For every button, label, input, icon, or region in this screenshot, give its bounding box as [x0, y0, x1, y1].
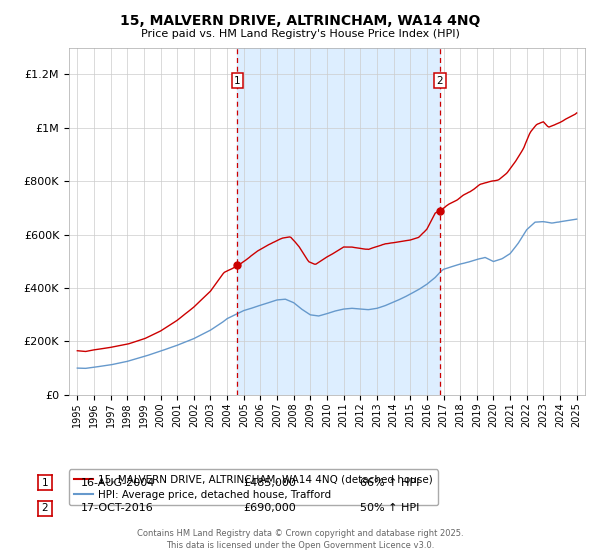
- Text: Price paid vs. HM Land Registry's House Price Index (HPI): Price paid vs. HM Land Registry's House …: [140, 29, 460, 39]
- Text: £485,000: £485,000: [243, 478, 296, 488]
- Text: 1: 1: [41, 478, 49, 488]
- Bar: [238, 48, 440, 395]
- Text: 2: 2: [41, 503, 49, 514]
- Text: £690,000: £690,000: [243, 503, 296, 514]
- Legend: 15, MALVERN DRIVE, ALTRINCHAM, WA14 4NQ (detached house), HPI: Average price, de: 15, MALVERN DRIVE, ALTRINCHAM, WA14 4NQ …: [69, 469, 438, 505]
- Text: 2: 2: [437, 76, 443, 86]
- Text: 15, MALVERN DRIVE, ALTRINCHAM, WA14 4NQ: 15, MALVERN DRIVE, ALTRINCHAM, WA14 4NQ: [120, 14, 480, 28]
- Text: Contains HM Land Registry data © Crown copyright and database right 2025.
This d: Contains HM Land Registry data © Crown c…: [137, 529, 463, 550]
- Text: 1: 1: [234, 76, 241, 86]
- Text: 17-OCT-2016: 17-OCT-2016: [81, 503, 154, 514]
- Text: 66% ↑ HPI: 66% ↑ HPI: [360, 478, 419, 488]
- Text: 50% ↑ HPI: 50% ↑ HPI: [360, 503, 419, 514]
- Text: 16-AUG-2004: 16-AUG-2004: [81, 478, 155, 488]
